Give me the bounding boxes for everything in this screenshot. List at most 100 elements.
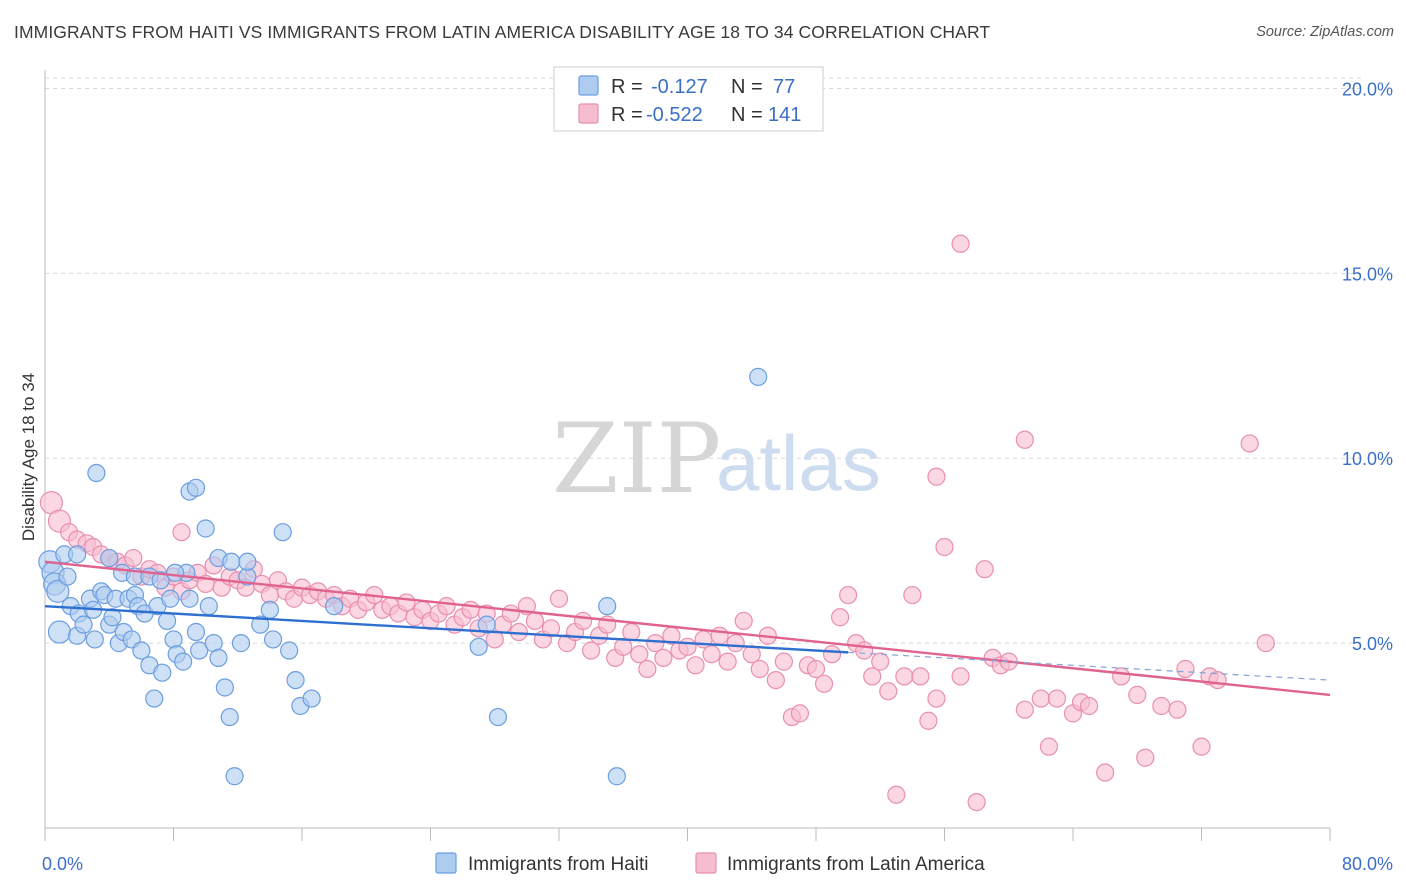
latin-america-point [790, 704, 810, 723]
latin-america-point [887, 785, 906, 804]
latin-america-point [951, 667, 970, 686]
haiti-point [166, 563, 185, 582]
latin-america-point [822, 645, 842, 664]
haiti-point [469, 637, 488, 656]
latin-america-point [549, 589, 569, 608]
legend-r-label-latin-america: R = [611, 104, 643, 126]
latin-america-point [1176, 659, 1195, 679]
haiti-point [598, 597, 617, 616]
haiti-point [199, 597, 218, 616]
haiti-point [180, 589, 199, 608]
latin-america-point [919, 711, 938, 730]
y-tick-label: 5.0% [1352, 634, 1393, 654]
latin-america-point [903, 585, 922, 605]
latin-america-point [1079, 696, 1099, 716]
latin-america-point [573, 611, 593, 631]
x-tick-label-min: 0.0% [42, 854, 83, 874]
latin-america-point [1096, 763, 1115, 782]
chart-title: IMMIGRANTS FROM HAITI VS IMMIGRANTS FROM… [14, 22, 991, 42]
legend-swatch-latin-america [578, 103, 599, 124]
legend-n-label-haiti: N = [731, 76, 763, 98]
latin-america-point [501, 604, 520, 623]
haiti-point [251, 615, 270, 634]
haiti-point [231, 634, 251, 653]
haiti-point [286, 670, 305, 690]
latin-america-point [814, 674, 834, 693]
latin-america-point [911, 667, 930, 686]
latin-america-point [630, 645, 649, 664]
bottom-legend-swatch-latin-america [695, 852, 717, 874]
latin-america-point [541, 619, 561, 638]
haiti-point [151, 571, 170, 590]
haiti-point [260, 600, 279, 619]
latin-america-point [1152, 696, 1171, 716]
haiti-point [209, 648, 228, 668]
latin-america-point [582, 641, 601, 660]
haiti-point [164, 630, 183, 649]
legend-n-label-latin-america: N = [731, 104, 763, 126]
latin-america-point [1168, 700, 1187, 719]
latin-america-point [951, 234, 970, 253]
legend-swatch-haiti [578, 75, 599, 96]
haiti-point [186, 622, 206, 642]
latin-america-point [1136, 748, 1155, 767]
latin-america-point [437, 597, 456, 616]
haiti-point [607, 767, 626, 786]
legend-n-value-latin-america: 141 [768, 104, 801, 126]
latin-america-point [686, 656, 705, 675]
latin-america-point [646, 634, 665, 653]
series-haiti-points [38, 367, 768, 786]
haiti-point [325, 597, 344, 616]
latin-america-point [710, 626, 729, 645]
haiti-point [222, 552, 241, 571]
latin-america-point [895, 667, 914, 686]
haiti-point [46, 579, 70, 603]
haiti-point [100, 548, 119, 568]
haiti-point [196, 519, 215, 538]
haiti-point [145, 689, 164, 708]
latin-america-point [734, 611, 753, 631]
latin-america-point [1192, 737, 1211, 756]
haiti-point [488, 707, 508, 727]
haiti-point [68, 545, 87, 564]
latin-america-point [622, 622, 641, 642]
latin-america-point [855, 641, 874, 660]
haiti-point [85, 630, 104, 649]
haiti-point [225, 767, 244, 786]
latin-america-point [702, 645, 721, 664]
haiti-point [58, 567, 77, 586]
latin-america-point [726, 634, 745, 653]
legend-r-value-latin-america: -0.522 [646, 104, 703, 126]
latin-america-point [461, 600, 480, 619]
haiti-point [161, 589, 180, 608]
latin-america-point [871, 652, 890, 671]
x-tick-labels: 0.0% 80.0% [42, 854, 1393, 874]
latin-america-point [766, 670, 785, 690]
latin-america-point [1039, 737, 1059, 756]
y-tick-labels: 5.0% 10.0% 15.0% 20.0% [1342, 79, 1393, 654]
latin-america-point [172, 523, 191, 542]
haiti-point [157, 611, 177, 631]
haiti-point [153, 663, 172, 682]
trendline-haiti [44, 604, 849, 654]
trendlines [44, 560, 1331, 697]
trendline-haiti-extension [848, 651, 1331, 681]
haiti-point [477, 615, 496, 634]
latin-america-point [863, 667, 882, 686]
bottom-legend: Immigrants from Haiti Immigrants from La… [435, 852, 985, 875]
y-tick-label: 10.0% [1342, 449, 1393, 469]
haiti-point [186, 478, 206, 497]
x-axis-ticks [44, 828, 1331, 841]
watermark: ZIP atlas [552, 403, 881, 515]
legend-box: R = -0.127 N = 77 R = -0.522 N = 141 [553, 66, 824, 132]
latin-america-point [1047, 689, 1067, 708]
legend-box-frame [553, 66, 824, 132]
haiti-point [74, 615, 93, 634]
latin-america-point [525, 611, 545, 631]
watermark-zip: ZIP [552, 403, 721, 515]
latin-america-point [879, 682, 898, 701]
y-tick-label: 20.0% [1342, 79, 1393, 99]
haiti-point [238, 552, 257, 571]
haiti-point [220, 707, 239, 727]
